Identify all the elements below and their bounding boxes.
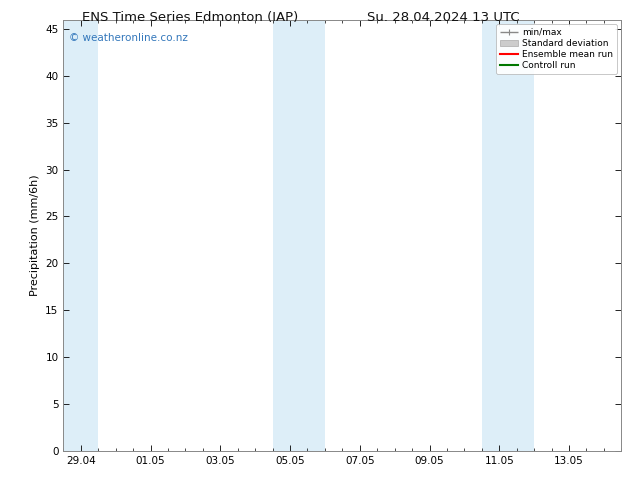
Bar bbox=[63, 20, 98, 451]
Text: Su. 28.04.2024 13 UTC: Su. 28.04.2024 13 UTC bbox=[368, 11, 520, 24]
Legend: min/max, Standard deviation, Ensemble mean run, Controll run: min/max, Standard deviation, Ensemble me… bbox=[496, 24, 617, 74]
Text: © weatheronline.co.nz: © weatheronline.co.nz bbox=[69, 32, 188, 43]
Text: ENS Time Series Edmonton (IAP): ENS Time Series Edmonton (IAP) bbox=[82, 11, 299, 24]
Y-axis label: Precipitation (mm/6h): Precipitation (mm/6h) bbox=[30, 174, 40, 296]
Bar bbox=[482, 20, 534, 451]
Bar bbox=[273, 20, 325, 451]
